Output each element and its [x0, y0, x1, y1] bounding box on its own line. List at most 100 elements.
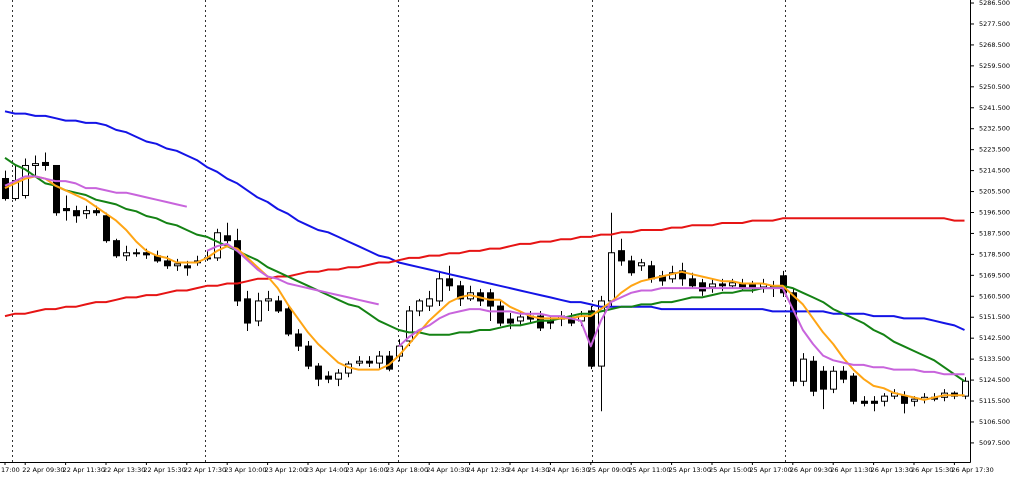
y-tick-label: 5115.500 [979, 397, 1010, 405]
candle-body [457, 285, 464, 300]
x-tick-label: 23 Apr 14:00 [305, 466, 347, 474]
moving-average-line [4, 156, 966, 383]
y-tick-label: 5214.500 [979, 167, 1010, 175]
y-tick-label: 5097.500 [979, 439, 1010, 447]
y-tick-label: 5169.500 [979, 271, 1010, 279]
x-tick-label: 25 Apr 11:00 [628, 466, 670, 474]
candle-body [255, 300, 262, 322]
y-tick-label: 5196.500 [979, 208, 1010, 216]
candle-body [265, 298, 272, 302]
candle-body [638, 262, 645, 267]
candle-body [285, 308, 292, 335]
candle-body [63, 208, 70, 212]
candle-body [143, 252, 150, 256]
candle-body [32, 163, 39, 166]
candle-body [224, 235, 231, 242]
candle-body [699, 282, 706, 292]
candle-body [315, 365, 322, 380]
candle-body [497, 305, 504, 324]
y-tick-label: 5205.500 [979, 188, 1010, 196]
candle-body [356, 360, 363, 364]
candle-body [598, 300, 605, 367]
candle-body [426, 298, 433, 307]
candle-body [840, 370, 847, 380]
x-tick-label: 22 Apr 11:30 [63, 466, 105, 474]
y-tick-label: 5223.500 [979, 146, 1010, 154]
candle-body [103, 215, 110, 242]
candle-body [335, 372, 342, 380]
candle-body [507, 318, 514, 324]
moving-average-line [4, 110, 965, 331]
x-tick-label: 17:00 [1, 466, 20, 474]
x-tick-label: 23 Apr 18:00 [386, 466, 428, 474]
y-tick-label: 5286.500 [979, 0, 1010, 7]
candle-body [174, 263, 181, 267]
candle-body [366, 360, 373, 364]
moving-average-line [4, 217, 965, 318]
y-tick-label: 5250.500 [979, 83, 1010, 91]
y-tick-label: 5232.500 [979, 125, 1010, 133]
candle-body [53, 164, 60, 214]
candle-body [830, 370, 837, 390]
x-tick-label: 23 Apr 16:00 [345, 466, 387, 474]
y-tick-label: 5268.500 [979, 41, 1010, 49]
y-tick-label: 5142.500 [979, 334, 1010, 342]
x-tick-label: 26 Apr 13:30 [871, 466, 913, 474]
candle-body [184, 265, 191, 269]
x-tick-label: 25 Apr 13:00 [669, 466, 711, 474]
x-tick-label: 24 Apr 12:30 [467, 466, 509, 474]
candle-body [446, 278, 453, 287]
y-tick-label: 5124.500 [979, 376, 1010, 384]
candle-body [164, 260, 171, 267]
candle-body [871, 400, 878, 404]
x-tick-label: 22 Apr 15:30 [143, 466, 185, 474]
candle-body [608, 252, 615, 302]
x-tick-label: 22 Apr 09:30 [22, 466, 64, 474]
candle-body [810, 360, 817, 392]
x-tick-label: 26 Apr 11:30 [830, 466, 872, 474]
candle-body [436, 278, 443, 302]
y-tick-label: 5106.500 [979, 418, 1010, 426]
y-tick-label: 5259.500 [979, 62, 1010, 70]
candle-body [275, 300, 282, 312]
x-tick-label: 23 Apr 10:00 [224, 466, 266, 474]
y-tick-label: 5187.500 [979, 229, 1010, 237]
x-tick-label: 22 Apr 17:30 [184, 466, 226, 474]
x-tick-label: 26 Apr 09:30 [790, 466, 832, 474]
x-tick-label: 23 Apr 12:00 [265, 466, 307, 474]
candle-body [618, 250, 625, 262]
candle-body [669, 272, 676, 280]
candle-body [850, 375, 857, 402]
candle-body [719, 283, 726, 287]
candle-body [83, 210, 90, 215]
candle-body [709, 283, 716, 288]
candle-body [123, 252, 130, 257]
candle-body [679, 270, 686, 280]
candle-body [305, 345, 312, 367]
candle-body [376, 355, 383, 364]
y-tick-label: 5151.500 [979, 313, 1010, 321]
candle-body [416, 300, 423, 312]
candle-body [42, 161, 49, 166]
candle-body [901, 395, 908, 404]
candle-body [517, 316, 524, 322]
x-tick-label: 22 Apr 13:30 [103, 466, 145, 474]
candle-body [689, 278, 696, 287]
x-tick-label: 25 Apr 09:00 [588, 466, 630, 474]
candle-body [234, 240, 241, 302]
y-tick-label: 5241.500 [979, 104, 1010, 112]
y-tick-label: 5178.500 [979, 250, 1010, 258]
candle-body [962, 380, 969, 397]
period-separators [12, 0, 786, 462]
candle-body [406, 310, 413, 342]
x-tick-label: 25 Apr 15:00 [709, 466, 751, 474]
x-tick-label: 25 Apr 17:00 [749, 466, 791, 474]
candle-body [729, 282, 736, 287]
candle-body [73, 210, 80, 217]
candle-body [911, 398, 918, 402]
y-tick-label: 5277.500 [979, 20, 1010, 28]
candle-body [113, 240, 120, 257]
candle-body [628, 260, 635, 274]
